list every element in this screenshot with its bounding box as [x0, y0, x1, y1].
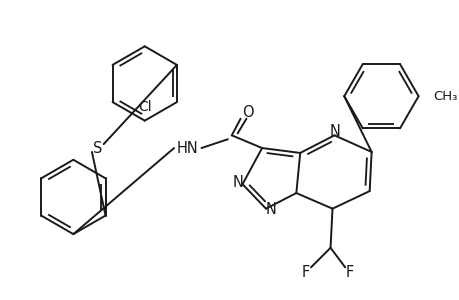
Text: S: S	[93, 140, 102, 155]
Text: O: O	[242, 105, 254, 120]
Text: F: F	[345, 265, 353, 280]
Text: HN: HN	[177, 140, 198, 155]
Text: Cl: Cl	[138, 100, 151, 114]
Text: N: N	[265, 202, 276, 217]
Text: CH₃: CH₃	[432, 90, 457, 103]
Text: F: F	[301, 265, 309, 280]
Text: N: N	[329, 124, 340, 139]
Text: N: N	[232, 175, 242, 190]
